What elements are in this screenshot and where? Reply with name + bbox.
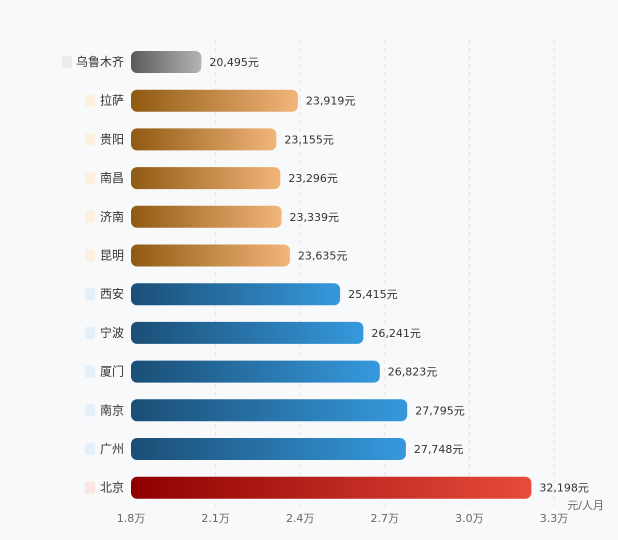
category-label: 贵阳 [100,132,124,146]
x-tick-label: 2.7万 [371,512,400,525]
bar [131,321,364,344]
category-badge [85,326,95,339]
bar [131,89,298,112]
unit-label: 元/人月 [567,499,604,512]
bar [131,438,406,460]
category-badge [85,249,95,262]
category-label: 乌鲁木齐 [76,54,124,69]
category-label: 厦门 [100,364,124,379]
value-label: 26,241元 [371,327,421,340]
value-label: 25,415元 [348,288,398,301]
bar [131,167,281,190]
x-tick-label: 3.3万 [540,512,569,525]
bar [131,205,282,228]
x-axis: 1.8万 2.1万 2.4万 2.7万 3.0万 3.3万 [117,512,569,525]
category-label: 南昌 [100,170,124,185]
value-label: 32,198元 [539,482,589,495]
category-badge [85,210,95,223]
bar [131,283,341,306]
value-label: 27,795元 [415,404,465,417]
x-tick-label: 1.8万 [117,512,146,525]
x-tick-label: 2.1万 [201,512,230,525]
category-label: 北京 [100,481,124,495]
category-badge [85,365,95,378]
bar [131,360,380,383]
category-badge [85,481,95,494]
bar [131,476,532,499]
bars [131,51,532,499]
category-badge [85,172,95,185]
category-badge [85,288,95,301]
category-badge [62,56,72,68]
bar [131,128,277,151]
category-label: 宁波 [100,325,124,340]
value-label: 26,823元 [388,366,438,379]
value-label: 27,748元 [414,443,464,456]
bar [131,399,408,422]
category-label: 西安 [100,286,124,301]
value-label: 20,495元 [209,56,259,69]
x-tick-label: 2.4万 [286,512,315,525]
category-label: 广州 [100,442,124,456]
value-label: 23,155元 [284,133,334,146]
category-badge [85,443,95,455]
value-label: 23,919元 [306,95,356,108]
category-badge [85,133,95,146]
category-label: 拉萨 [100,93,124,108]
category-badge [85,94,95,107]
bar [131,244,290,267]
category-badge [85,404,95,417]
category-label: 南京 [100,402,124,417]
bar [131,51,202,73]
category-label: 昆明 [100,249,124,263]
value-label: 23,635元 [298,250,348,263]
grid-lines [215,40,555,506]
x-tick-label: 3.0万 [455,512,484,525]
value-label: 23,296元 [288,172,338,185]
category-label: 济南 [100,209,124,224]
value-label: 23,339元 [290,211,340,224]
